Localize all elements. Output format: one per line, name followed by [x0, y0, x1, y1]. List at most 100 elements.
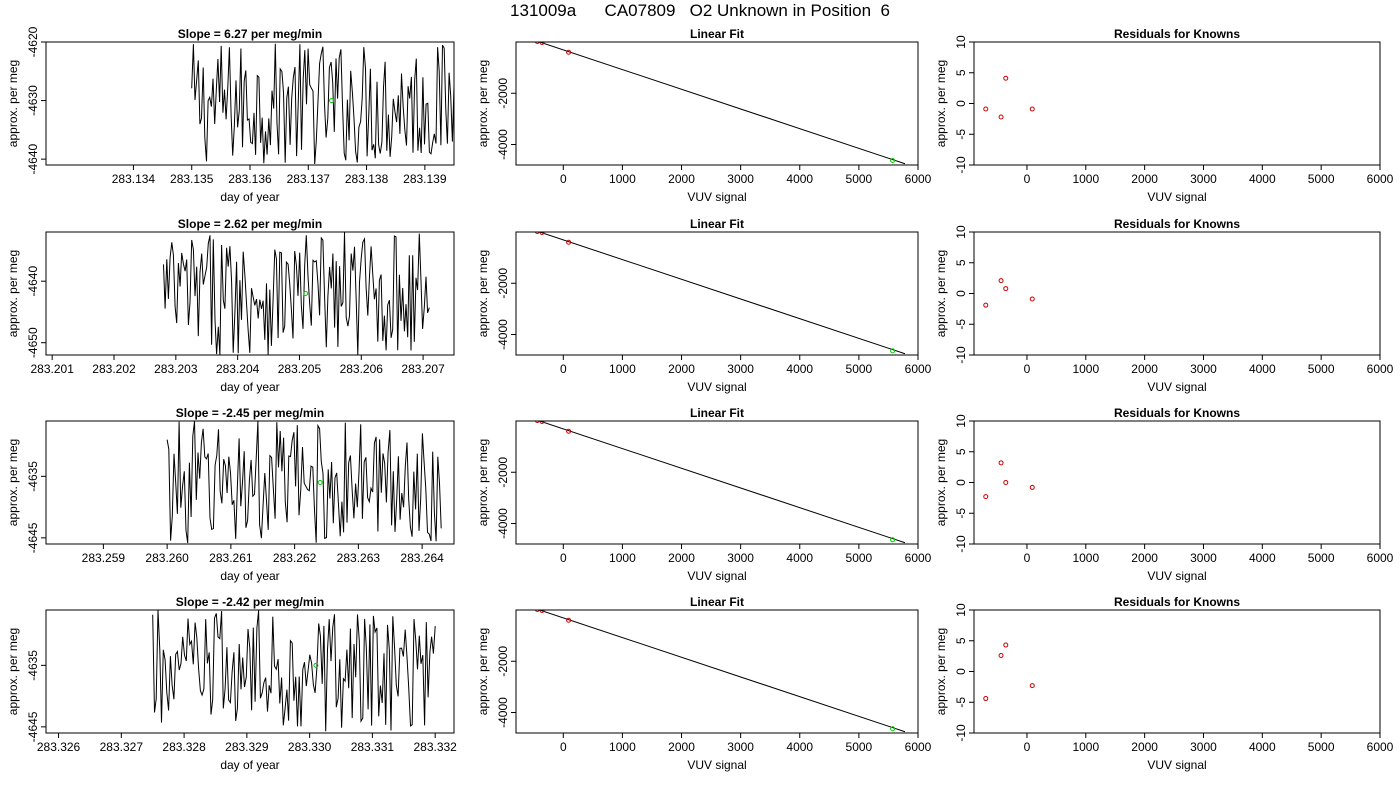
x-tick-label: 5000	[846, 740, 873, 754]
mean-point	[329, 98, 335, 104]
x-tick-label: 6000	[1367, 551, 1394, 565]
y-axis-label: approx. per meg	[6, 439, 20, 526]
x-axis-label: day of year	[220, 758, 279, 772]
x-axis-label: VUV signal	[1147, 190, 1206, 204]
plot-frame	[515, 420, 919, 545]
x-tick-label: 283.263	[337, 551, 381, 565]
mean-point	[317, 480, 323, 485]
plot-frame	[973, 231, 1381, 356]
y-tick-label: -5	[954, 508, 968, 519]
plot-area	[163, 232, 430, 355]
x-axis-label: VUV signal	[1147, 758, 1206, 772]
x-tick-label: 283.202	[92, 362, 136, 376]
plot-area	[534, 610, 906, 733]
x-tick-label: 1000	[609, 362, 636, 376]
y-tick-label: 5	[954, 448, 968, 455]
trace-line	[152, 610, 436, 732]
x-tick-label: 1000	[609, 551, 636, 565]
plot-frame	[45, 420, 455, 545]
plot-frame	[45, 609, 455, 734]
x-tick-label: 3000	[727, 551, 754, 565]
residual-point	[1003, 75, 1009, 81]
x-tick-label: 283.139	[403, 172, 447, 186]
fit-line	[538, 232, 906, 355]
panel-title: Linear Fit	[690, 217, 744, 231]
y-axis-label: approx. per meg	[6, 628, 20, 715]
panel-r2-c1: Slope = 2.62 per meg/min 283.201 283.202 28…	[6, 217, 455, 394]
x-tick-label: 3000	[727, 740, 754, 754]
panel-r4-c1: Slope = -2.42 per meg/min 283.326 283.327 2…	[6, 595, 457, 772]
panel-r1-c1: Slope = 6.27 per meg/min 283.134 283.135 28…	[6, 26, 455, 204]
known-point	[534, 232, 540, 234]
residual-point	[1029, 683, 1035, 689]
y-tick-label: -4000	[496, 129, 510, 160]
y-tick-label: -4635	[26, 461, 40, 492]
panel-r4-c3: Residuals for Knowns 0 1000 2000 3000 4000 500…	[934, 595, 1394, 772]
y-tick-label: 10	[954, 603, 968, 617]
x-tick-label: 2000	[1131, 362, 1158, 376]
x-axis-label: day of year	[220, 190, 279, 204]
residual-point	[1029, 106, 1035, 112]
plot-frame	[973, 420, 1381, 545]
residual-point	[1029, 484, 1035, 490]
trace-line	[191, 43, 454, 165]
x-tick-label: 6000	[1367, 740, 1394, 754]
y-tick-label: -4000	[496, 319, 510, 350]
mean-point	[313, 662, 319, 668]
y-tick-label: 10	[954, 35, 968, 49]
y-axis-label: approx. per meg	[476, 439, 490, 526]
y-tick-label: -4650	[26, 327, 40, 358]
residual-point	[983, 106, 989, 112]
x-tick-label: 4000	[1249, 740, 1276, 754]
known-point	[566, 617, 572, 623]
known-point	[520, 413, 524, 417]
x-tick-label: 283.137	[287, 172, 331, 186]
x-tick-label: 4000	[1249, 362, 1276, 376]
x-tick-label: 2000	[668, 551, 695, 565]
residual-point	[998, 114, 1004, 120]
plot-area	[520, 413, 906, 544]
residual-point	[1003, 642, 1009, 648]
unknown-point	[890, 348, 896, 354]
x-axis-label: VUV signal	[687, 569, 746, 583]
x-tick-label: 283.134	[112, 172, 156, 186]
panel-title: Slope = -2.42 per meg/min	[176, 595, 324, 609]
residual-point	[1029, 296, 1035, 302]
x-tick-label: 283.259	[82, 551, 126, 565]
x-tick-label: 283.204	[216, 362, 260, 376]
x-tick-label: 3000	[727, 172, 754, 186]
y-tick-label: 10	[954, 225, 968, 239]
x-axis-label: VUV signal	[687, 758, 746, 772]
x-tick-label: 283.260	[145, 551, 189, 565]
unknown-point	[890, 726, 896, 732]
x-tick-label: 6000	[1367, 172, 1394, 186]
x-tick-label: 4000	[786, 362, 813, 376]
plot-frame	[973, 41, 1381, 166]
y-tick-label: -4645	[26, 522, 40, 553]
plot-area	[983, 460, 1035, 500]
x-tick-label: 283.327	[100, 740, 144, 754]
x-axis-label: VUV signal	[687, 380, 746, 394]
x-tick-label: 283.138	[345, 172, 389, 186]
y-axis-label: approx. per meg	[934, 60, 948, 147]
x-tick-label: 2000	[668, 362, 695, 376]
x-tick-label: 3000	[1190, 551, 1217, 565]
x-tick-label: 283.201	[30, 362, 74, 376]
x-tick-label: 0	[560, 551, 567, 565]
x-tick-label: 3000	[1190, 172, 1217, 186]
plot-frame	[45, 231, 455, 356]
plot-area	[983, 642, 1035, 702]
x-tick-label: 0	[1024, 740, 1031, 754]
x-tick-label: 6000	[905, 362, 932, 376]
x-tick-label: 283.136	[228, 172, 272, 186]
plot-area	[534, 232, 906, 355]
y-axis-label: approx. per meg	[6, 250, 20, 337]
y-tick-label: -4000	[496, 508, 510, 539]
y-tick-label: 5	[954, 259, 968, 266]
x-tick-label: 0	[1024, 172, 1031, 186]
y-tick-label: 0	[954, 290, 968, 297]
x-tick-label: 1000	[1072, 362, 1099, 376]
y-tick-label: -10	[954, 156, 968, 174]
panel-r3-c2: Linear Fit 0 1000 2000 3000 4000 5000 6000 -2000…	[476, 406, 932, 583]
x-tick-label: 5000	[1308, 551, 1335, 565]
